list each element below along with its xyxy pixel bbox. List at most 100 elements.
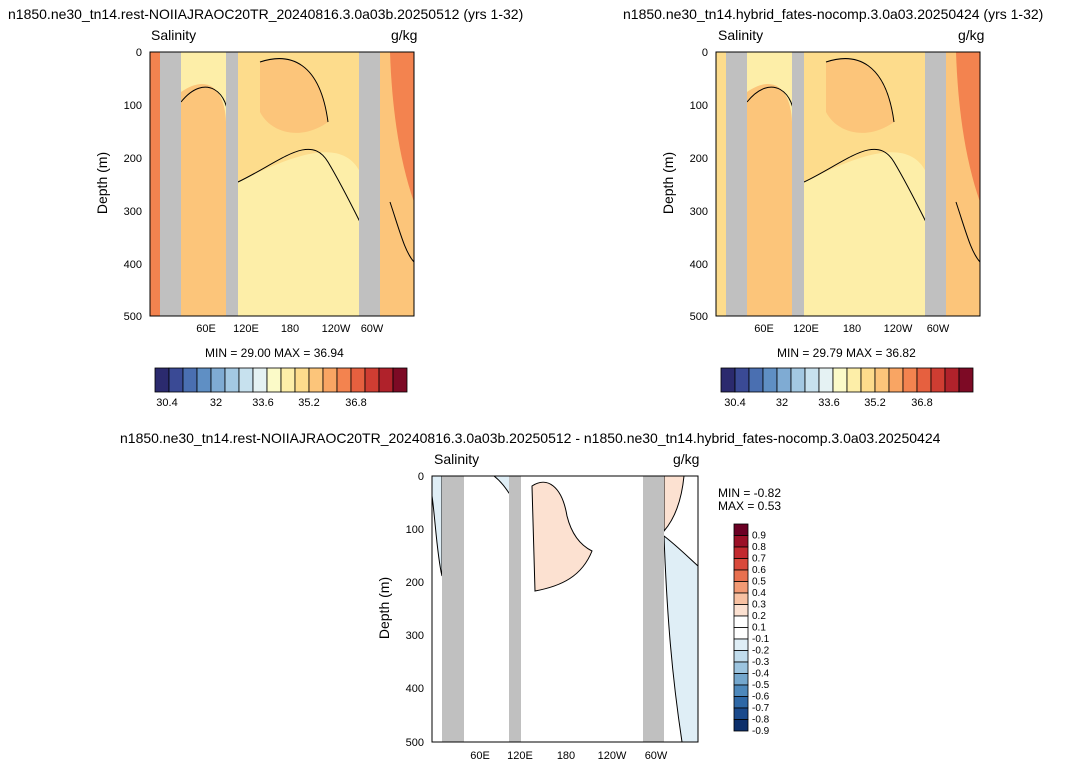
colorbar-swatch	[930, 367, 946, 393]
colorbar-swatch	[350, 367, 366, 393]
svg-text:35.2: 35.2	[864, 397, 885, 409]
svg-text:120E: 120E	[793, 323, 819, 334]
colorbar-label: 0.8	[752, 542, 766, 553]
svg-text:30.4: 30.4	[156, 397, 177, 409]
colorbar-swatch	[266, 367, 282, 393]
colorbar-label: -0.3	[752, 657, 770, 668]
colorbar-swatch	[804, 367, 820, 393]
panel2-land-americas	[925, 52, 946, 316]
colorbar-swatch	[733, 581, 749, 594]
colorbar-swatch	[210, 367, 226, 393]
panel3-colorbar-labels: 0.90.80.70.60.50.40.30.20.1-0.1-0.2-0.3-…	[752, 531, 770, 738]
svg-text:400: 400	[690, 259, 708, 271]
panel1-units-label: g/kg	[391, 27, 418, 43]
colorbar-swatch	[733, 523, 749, 536]
colorbar-swatch	[776, 367, 792, 393]
colorbar-label: 0.2	[752, 611, 766, 622]
panel1-colorbar-labels: 30.4 32 33.6 35.2 36.8	[156, 397, 366, 409]
panel2-zone-indian	[747, 83, 792, 316]
svg-text:100: 100	[124, 100, 142, 112]
svg-text:120W: 120W	[884, 323, 913, 334]
panel1-plot: 0 100 200 300 400 500 60E 120E 180 120W …	[124, 47, 415, 334]
colorbar-label: -0.6	[752, 692, 770, 703]
svg-text:120E: 120E	[507, 750, 533, 762]
colorbar-label: 0.1	[752, 623, 766, 634]
colorbar-label: -0.8	[752, 715, 770, 726]
panel3-colorbar: 0.90.80.70.60.50.40.30.20.1-0.1-0.2-0.3-…	[733, 523, 770, 738]
svg-text:500: 500	[124, 311, 142, 323]
svg-text:32: 32	[210, 397, 222, 409]
panel3-negative-anomaly-atlantic	[663, 534, 699, 743]
colorbar-swatch	[733, 627, 749, 640]
svg-text:200: 200	[124, 153, 142, 165]
colorbar-swatch	[733, 650, 749, 663]
panel1-title: n1850.ne30_tn14.rest-NOIIAJRAOC20TR_2024…	[8, 6, 524, 22]
colorbar-swatch	[720, 367, 736, 393]
colorbar-swatch	[336, 367, 352, 393]
panel1-y-ticks: 0 100 200 300 400 500	[124, 47, 142, 323]
panel3-y-ticks: 0 100 200 300 400 500	[406, 471, 424, 749]
colorbar-swatch	[733, 535, 749, 548]
panel2-zone-atlantic-core	[956, 52, 980, 202]
panel3-positive-anomaly	[531, 481, 593, 592]
colorbar-label: -0.5	[752, 680, 770, 691]
panel1-land-africa	[160, 52, 181, 316]
panel1-land-americas	[359, 52, 380, 316]
colorbar-swatch	[874, 367, 890, 393]
colorbar-label: 0.6	[752, 565, 766, 576]
colorbar-swatch	[733, 546, 749, 559]
colorbar-label: -0.1	[752, 634, 770, 645]
colorbar-swatch	[154, 367, 170, 393]
colorbar-swatch	[733, 719, 749, 732]
panel3-units-label: g/kg	[673, 451, 700, 467]
panel1-contour-d	[389, 201, 415, 263]
panel1-land-indonesia	[226, 52, 238, 316]
colorbar-swatch	[294, 367, 310, 393]
colorbar-swatch	[733, 661, 749, 674]
panel3-land-indonesia	[509, 476, 521, 742]
colorbar-label: 0.5	[752, 577, 766, 588]
colorbar-swatch	[902, 367, 918, 393]
colorbar-label: 0.3	[752, 600, 766, 611]
colorbar-swatch	[762, 367, 778, 393]
panel3-title: n1850.ne30_tn14.rest-NOIIAJRAOC20TR_2024…	[120, 430, 941, 446]
svg-text:32: 32	[776, 397, 788, 409]
colorbar-swatch	[378, 367, 394, 393]
colorbar-swatch	[733, 558, 749, 571]
colorbar-label: -0.9	[752, 726, 770, 737]
colorbar-swatch	[322, 367, 338, 393]
panel2-y-ticks: 0 100 200 300 400 500	[690, 47, 708, 323]
svg-text:35.2: 35.2	[298, 397, 319, 409]
colorbar-swatch	[392, 367, 408, 393]
colorbar-label: -0.7	[752, 703, 770, 714]
svg-text:180: 180	[843, 323, 861, 334]
panel2-colorbar: 30.4 32 33.6 35.2 36.8	[720, 367, 974, 409]
svg-text:60E: 60E	[754, 323, 774, 334]
svg-text:0: 0	[702, 47, 708, 59]
svg-text:180: 180	[281, 323, 299, 334]
panel2-title: n1850.ne30_tn14.hybrid_fates-nocomp.3.0a…	[623, 6, 1044, 22]
svg-text:100: 100	[690, 100, 708, 112]
svg-text:200: 200	[690, 153, 708, 165]
colorbar-swatch	[888, 367, 904, 393]
panel2-stats: MIN = 29.79 MAX = 36.82	[777, 346, 916, 360]
colorbar-swatch	[734, 367, 750, 393]
colorbar-swatch	[733, 569, 749, 582]
colorbar-swatch	[168, 367, 184, 393]
colorbar-swatch	[280, 367, 296, 393]
svg-text:500: 500	[406, 737, 424, 749]
panel3-stats-max: MAX = 0.53	[718, 499, 782, 513]
panel3-land-americas	[643, 476, 664, 742]
panel2-ylabel: Depth (m)	[660, 151, 676, 215]
svg-text:120E: 120E	[233, 323, 259, 334]
panel2-units-label: g/kg	[958, 27, 985, 43]
panel3-plot: 0 100 200 300 400 500 60E 120E 180 120W …	[406, 471, 699, 762]
panel3-land-africa	[442, 476, 464, 742]
colorbar-swatch	[182, 367, 198, 393]
colorbar-swatch	[958, 367, 974, 393]
colorbar-label: -0.4	[752, 669, 770, 680]
colorbar-label: 0.7	[752, 554, 766, 565]
colorbar-swatch	[733, 604, 749, 617]
panel1-ylabel: Depth (m)	[94, 151, 110, 215]
colorbar-swatch	[308, 367, 324, 393]
